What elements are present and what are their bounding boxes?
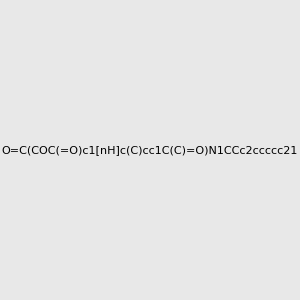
Text: O=C(COC(=O)c1[nH]c(C)cc1C(C)=O)N1CCc2ccccc21: O=C(COC(=O)c1[nH]c(C)cc1C(C)=O)N1CCc2ccc… bbox=[2, 145, 298, 155]
